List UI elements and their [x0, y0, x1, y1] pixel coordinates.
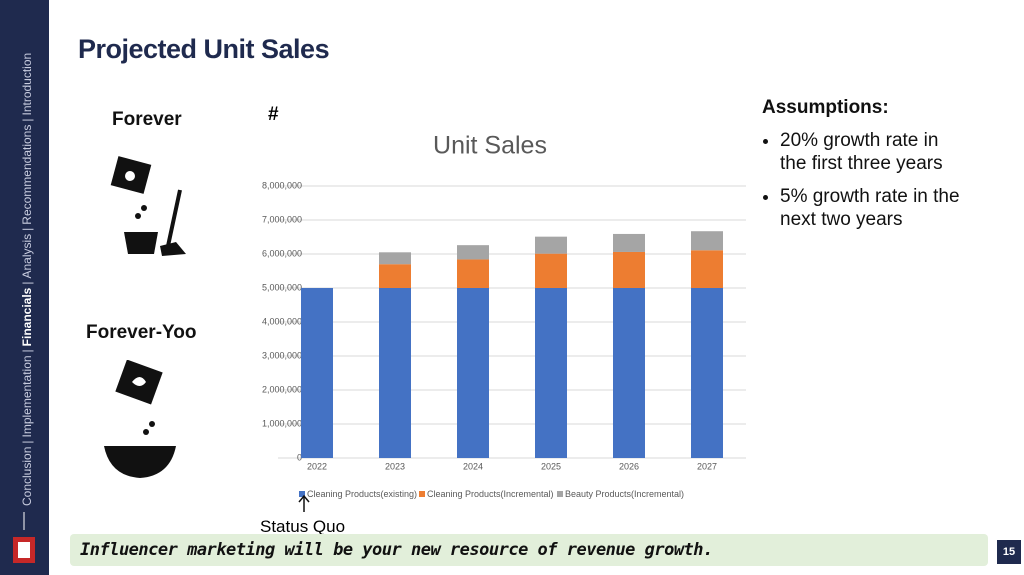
product-label: Forever-Yoo [86, 322, 197, 343]
nav-item: Introduction [20, 53, 34, 116]
bar-segment [535, 236, 567, 254]
legend-label: Beauty Products(Incremental) [565, 489, 684, 499]
x-tick-label: 2027 [697, 461, 717, 471]
nav-separator: | [20, 441, 34, 444]
y-tick-label: 6,000,000 [262, 248, 302, 258]
y-tick-label: 4,000,000 [262, 316, 302, 326]
bar-segment [379, 252, 411, 265]
banner [70, 534, 988, 566]
bar-segment [457, 259, 489, 288]
nav-item: Financials [20, 287, 34, 346]
nav-item: Conclusion [20, 447, 34, 506]
bar-segment [613, 288, 645, 458]
bar-segment [691, 288, 723, 458]
nav-item: Implementation [20, 355, 34, 437]
page-number: 15 [997, 540, 1021, 564]
bar-segment [613, 233, 645, 252]
nav-separator: | [20, 349, 34, 352]
bullet-list: 20% growth rate in the first three years… [762, 129, 962, 231]
nav-separator: | [20, 282, 34, 285]
legend-label: Cleaning Products(existing) [307, 489, 417, 499]
legend-label: Cleaning Products(Incremental) [427, 489, 554, 499]
legend-swatch [419, 491, 425, 497]
y-tick-label: 5,000,000 [262, 282, 302, 292]
bar-segment [301, 288, 333, 458]
bar-segment [457, 288, 489, 458]
nav-item: Analysis [20, 234, 34, 279]
bar-segment [691, 250, 723, 288]
y-tick-label: 3,000,000 [262, 350, 302, 360]
nav-text: Conclusion | Implementation | Financials | Ana… [20, 53, 34, 506]
sidebar-nav: Conclusion | Implementation | Financials | Ana… [13, 53, 35, 563]
x-tick-label: 2023 [385, 461, 405, 471]
bar-segment [379, 264, 411, 288]
y-tick-label: 1,000,000 [262, 418, 302, 428]
x-tick-label: 2025 [541, 461, 561, 471]
y-tick-label: 7,000,000 [262, 214, 302, 224]
icon-cleaning [110, 156, 186, 256]
x-tick-label: 2024 [463, 461, 483, 471]
y-tick-label: 2,000,000 [262, 384, 302, 394]
bullet: 20% growth rate in the first three years [780, 129, 962, 175]
bar-segment [691, 231, 723, 251]
nav-separator: | [20, 228, 34, 231]
arrow [298, 494, 310, 512]
bar-segment [457, 245, 489, 260]
chart-title: Unit Sales [433, 132, 547, 160]
sidebar [0, 0, 49, 575]
bar-segment [535, 288, 567, 458]
legend-swatch [299, 491, 305, 497]
y-tick-label: 0 [297, 452, 302, 462]
banner-message: Influencer marketing will be your new re… [80, 540, 713, 560]
bar-segment [613, 251, 645, 288]
bar-segment [535, 253, 567, 288]
bar-segment [379, 288, 411, 458]
logo-inner [18, 542, 30, 558]
hash-label: # [268, 104, 279, 125]
product-label: Forever [112, 109, 182, 130]
icon-bowl [104, 360, 176, 478]
assumptions: Assumptions: 20% growth rate in the firs… [762, 97, 962, 241]
x-tick-label: 2022 [307, 461, 327, 471]
y-tick-label: 8,000,000 [262, 180, 302, 190]
legend-swatch [557, 491, 563, 497]
assumptions-title: Assumptions: [762, 97, 889, 118]
nav-separator: | [20, 119, 34, 122]
x-tick-label: 2026 [619, 461, 639, 471]
nav-item: Recommendations [20, 125, 34, 225]
slide-title: Projected Unit Sales [78, 34, 330, 64]
status-quo: Status Quo [260, 517, 346, 536]
bullet: 5% growth rate in the next two years [780, 185, 962, 231]
